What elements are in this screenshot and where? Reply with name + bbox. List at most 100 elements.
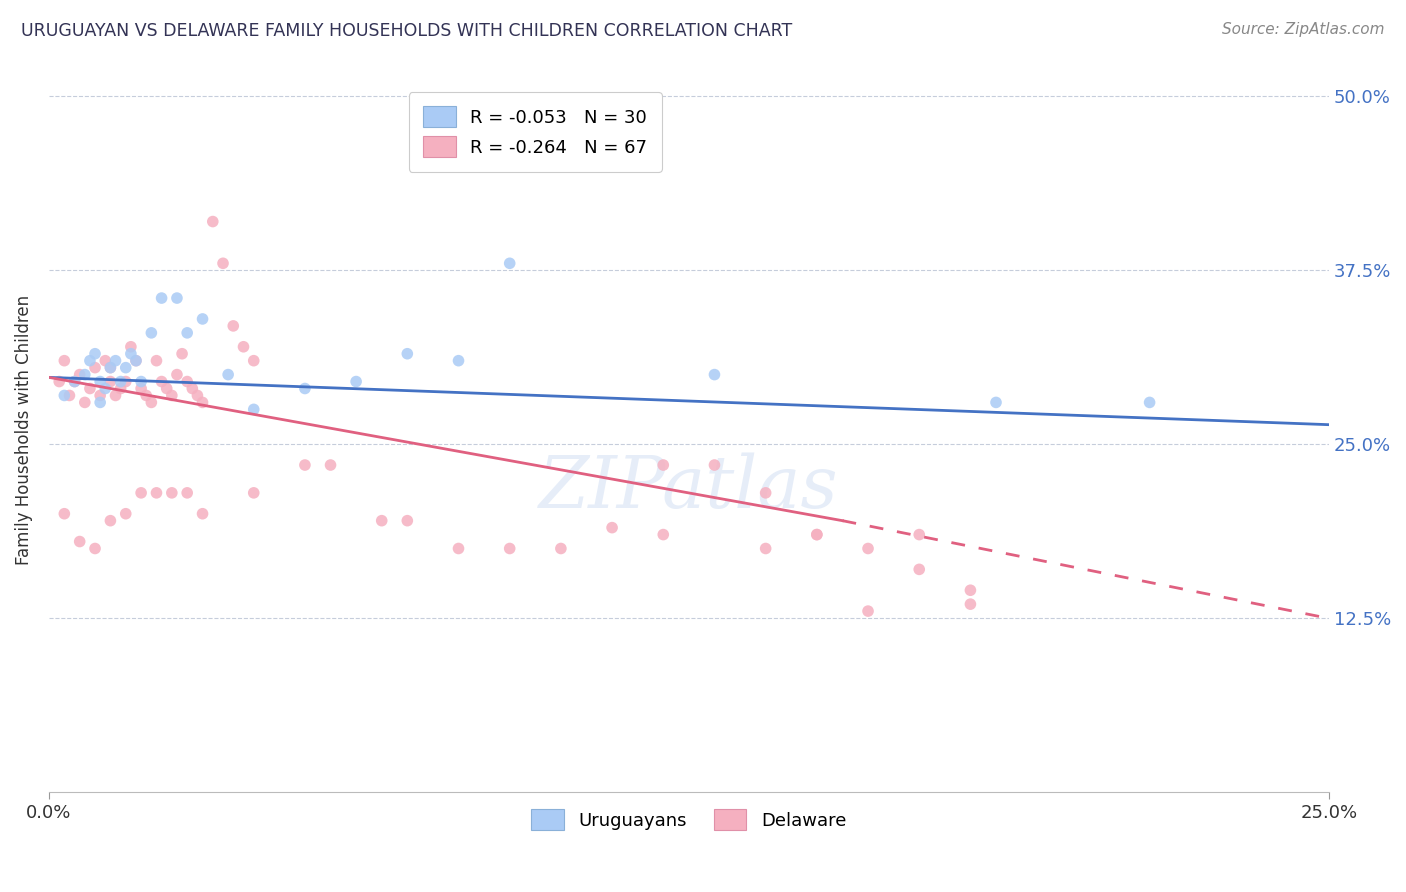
Point xyxy=(129,375,152,389)
Point xyxy=(69,534,91,549)
Point xyxy=(652,458,675,472)
Point xyxy=(959,583,981,598)
Point xyxy=(242,402,264,417)
Point xyxy=(499,256,522,270)
Point xyxy=(84,541,107,556)
Point xyxy=(79,353,101,368)
Point xyxy=(294,458,316,472)
Point xyxy=(232,340,254,354)
Point xyxy=(89,388,111,402)
Point xyxy=(703,458,725,472)
Point xyxy=(110,375,132,389)
Point xyxy=(63,375,86,389)
Point xyxy=(156,382,179,396)
Point xyxy=(53,353,76,368)
Point xyxy=(104,353,127,368)
Point xyxy=(120,347,142,361)
Point xyxy=(89,375,111,389)
Point xyxy=(129,486,152,500)
Point xyxy=(447,541,470,556)
Point xyxy=(160,486,183,500)
Point xyxy=(755,541,778,556)
Point xyxy=(499,541,522,556)
Point xyxy=(125,353,148,368)
Point xyxy=(145,486,167,500)
Point xyxy=(84,347,107,361)
Point xyxy=(191,312,214,326)
Point xyxy=(58,388,80,402)
Point xyxy=(94,382,117,396)
Point xyxy=(652,527,675,541)
Point xyxy=(755,486,778,500)
Point xyxy=(104,388,127,402)
Point xyxy=(63,375,86,389)
Point xyxy=(856,604,879,618)
Point xyxy=(703,368,725,382)
Text: URUGUAYAN VS DELAWARE FAMILY HOUSEHOLDS WITH CHILDREN CORRELATION CHART: URUGUAYAN VS DELAWARE FAMILY HOUSEHOLDS … xyxy=(21,22,793,40)
Point xyxy=(114,507,136,521)
Point xyxy=(100,375,122,389)
Text: Source: ZipAtlas.com: Source: ZipAtlas.com xyxy=(1222,22,1385,37)
Point xyxy=(856,541,879,556)
Point xyxy=(217,368,239,382)
Point xyxy=(550,541,572,556)
Point xyxy=(201,214,224,228)
Point xyxy=(176,486,198,500)
Point xyxy=(100,360,122,375)
Point xyxy=(319,458,342,472)
Point xyxy=(370,514,392,528)
Point xyxy=(94,353,117,368)
Point xyxy=(114,375,136,389)
Point xyxy=(53,507,76,521)
Point xyxy=(166,368,188,382)
Point xyxy=(447,353,470,368)
Point xyxy=(48,375,70,389)
Point xyxy=(53,388,76,402)
Point xyxy=(73,395,96,409)
Point xyxy=(908,562,931,576)
Point xyxy=(186,388,208,402)
Point xyxy=(125,353,148,368)
Point xyxy=(212,256,235,270)
Point xyxy=(396,347,419,361)
Point xyxy=(114,360,136,375)
Point xyxy=(145,353,167,368)
Point xyxy=(806,527,828,541)
Point xyxy=(141,395,163,409)
Point xyxy=(73,368,96,382)
Point xyxy=(135,388,157,402)
Point xyxy=(806,527,828,541)
Point xyxy=(222,318,245,333)
Point xyxy=(600,521,623,535)
Point xyxy=(191,507,214,521)
Point xyxy=(89,395,111,409)
Point xyxy=(242,486,264,500)
Point xyxy=(294,382,316,396)
Point xyxy=(160,388,183,402)
Point xyxy=(84,360,107,375)
Point xyxy=(959,597,981,611)
Point xyxy=(984,395,1007,409)
Point xyxy=(1139,395,1161,409)
Point xyxy=(129,382,152,396)
Point xyxy=(396,514,419,528)
Point xyxy=(120,340,142,354)
Point xyxy=(79,382,101,396)
Point xyxy=(181,382,204,396)
Point xyxy=(150,291,173,305)
Legend: Uruguayans, Delaware: Uruguayans, Delaware xyxy=(517,795,860,845)
Text: ZIPatlas: ZIPatlas xyxy=(538,453,839,524)
Point xyxy=(150,375,173,389)
Point xyxy=(191,395,214,409)
Point xyxy=(100,514,122,528)
Point xyxy=(166,291,188,305)
Y-axis label: Family Households with Children: Family Households with Children xyxy=(15,295,32,566)
Point xyxy=(176,375,198,389)
Point xyxy=(110,382,132,396)
Point xyxy=(176,326,198,340)
Point xyxy=(100,360,122,375)
Point xyxy=(141,326,163,340)
Point xyxy=(170,347,193,361)
Point xyxy=(908,527,931,541)
Point xyxy=(242,353,264,368)
